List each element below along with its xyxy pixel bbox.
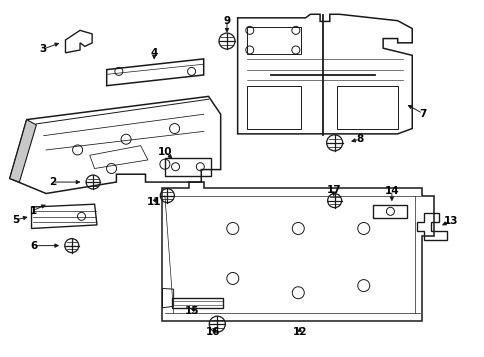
Text: 3: 3: [39, 44, 46, 54]
Text: 9: 9: [223, 16, 230, 26]
Text: 7: 7: [418, 109, 426, 119]
Text: 5: 5: [12, 215, 19, 225]
Text: 10: 10: [157, 147, 172, 157]
Text: 4: 4: [150, 48, 158, 58]
Text: 2: 2: [49, 177, 56, 187]
Text: 11: 11: [147, 197, 161, 207]
Text: 1: 1: [30, 206, 36, 216]
Text: 13: 13: [443, 216, 457, 226]
Polygon shape: [10, 120, 36, 182]
Text: 15: 15: [184, 306, 198, 316]
Text: 14: 14: [384, 186, 398, 196]
Text: 12: 12: [292, 327, 306, 337]
Text: 8: 8: [356, 134, 363, 144]
Text: 6: 6: [30, 241, 37, 251]
Text: 17: 17: [326, 185, 340, 195]
Text: 16: 16: [206, 327, 220, 337]
